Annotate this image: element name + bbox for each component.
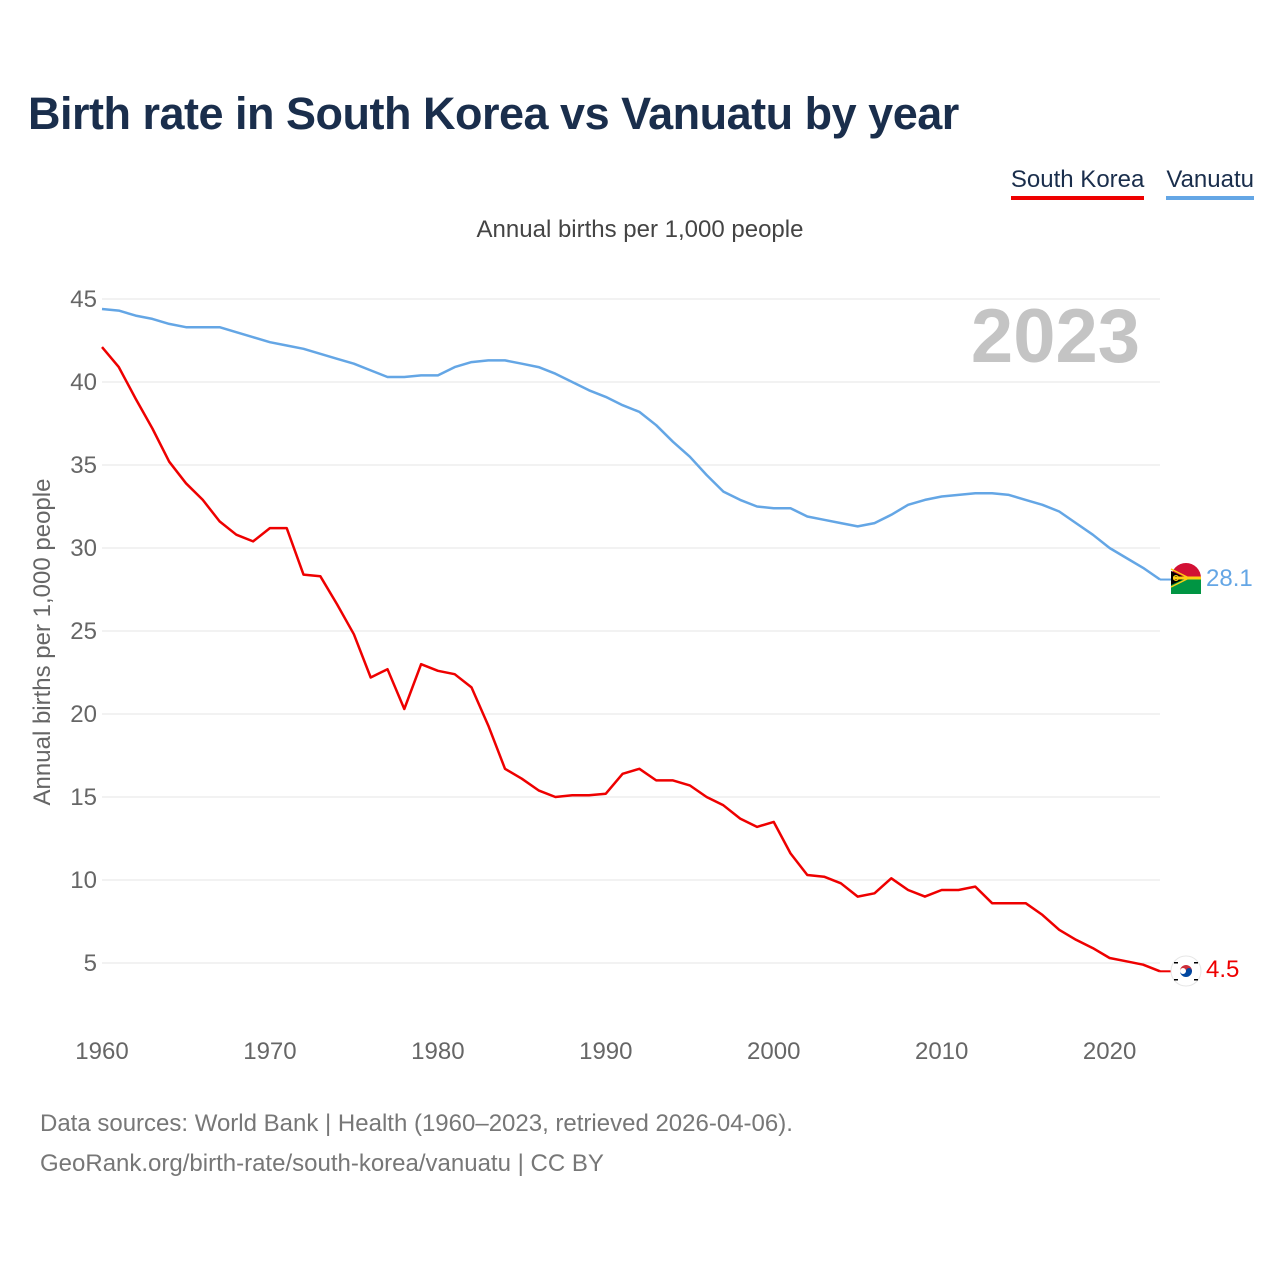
x-tick-label: 1960 [75,1038,128,1065]
y-tick-label: 15 [70,784,97,811]
year-watermark: 2023 [971,294,1140,379]
y-tick-label: 5 [84,950,97,977]
end-value-label-vanuatu: 28.1 [1206,565,1253,592]
line-chart: 2023 5 10 15 20 25 30 35 40 45 1960 1970 1980 1990 2… [29,286,1253,1065]
x-tick-label: 2010 [915,1038,968,1065]
legend-item-vanuatu[interactable]: Vanuatu [1166,166,1254,200]
series-line-south-korea[interactable] [101,346,1161,973]
y-tick-label: 40 [70,369,97,396]
x-axis: 1960 1970 1980 1990 2000 2010 2020 [75,1038,1136,1065]
x-tick-label: 1980 [411,1038,464,1065]
end-value-label-south-korea: 4.5 [1206,956,1239,983]
y-tick-label: 35 [70,452,97,479]
chart-title: Birth rate in South Korea vs Vanuatu by … [28,88,959,139]
y-tick-label: 10 [70,867,97,894]
y-axis: 5 10 15 20 25 30 35 40 45 [70,286,97,977]
footer: Data sources: World Bank | Health (1960–… [40,1104,793,1184]
chart-subtitle: Annual births per 1,000 people [476,216,804,243]
x-tick-label: 2000 [747,1038,800,1065]
series-line-vanuatu[interactable] [101,307,1161,581]
south-korea-flag-icon [1170,955,1202,987]
footer-link[interactable]: GeoRank.org/birth-rate/south-korea/vanua… [40,1150,604,1177]
footer-sources: Data sources: World Bank | Health (1960–… [40,1110,793,1137]
y-axis-label: Annual births per 1,000 people [29,479,56,806]
x-tick-label: 2020 [1083,1038,1136,1065]
y-tick-label: 30 [70,535,97,562]
series-lines [101,307,1171,973]
x-tick-label: 1970 [243,1038,296,1065]
y-tick-label: 25 [70,618,97,645]
x-tick-label: 1990 [579,1038,632,1065]
y-tick-label: 20 [70,701,97,728]
legend-item-south-korea[interactable]: South Korea [1010,166,1145,200]
legend: South Korea Vanuatu [1010,166,1254,200]
vanuatu-flag-icon [1170,563,1201,594]
y-tick-label: 45 [70,286,97,313]
gridlines [102,298,1160,964]
